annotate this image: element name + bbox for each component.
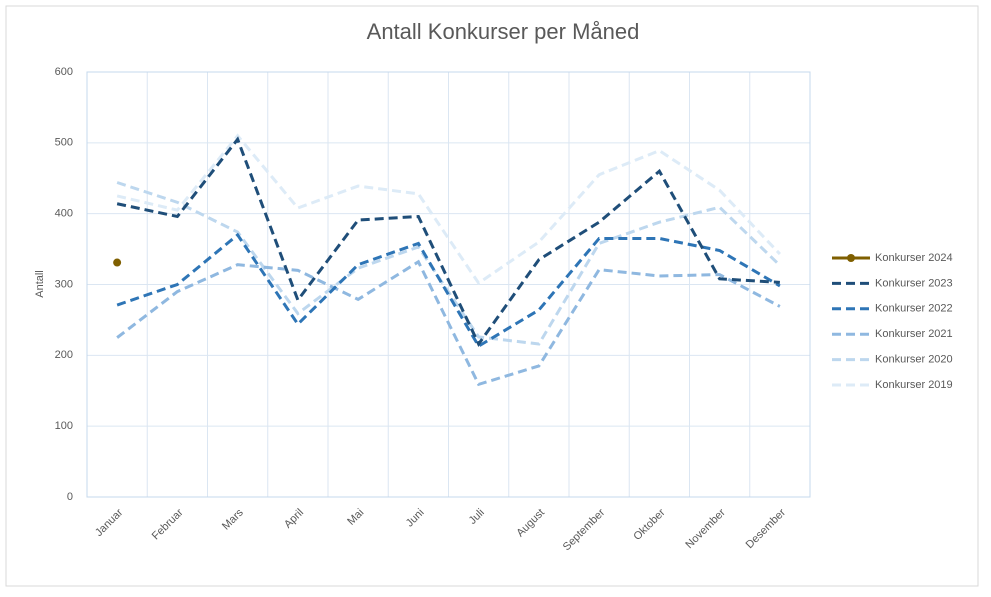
y-tick-label: 100 [55,420,73,432]
chart-title: Antall Konkurser per Måned [367,19,640,44]
legend-label: Konkurser 2023 [875,277,953,289]
series-line [116,136,780,347]
series-line [116,259,781,387]
y-tick-label: 200 [55,349,73,361]
legend-label: Konkurser 2024 [875,252,953,264]
y-tick-label: 500 [55,137,73,149]
y-tick-label: 0 [67,491,73,503]
legend-label: Konkurser 2021 [875,328,953,340]
y-axis-label: Antall [34,270,46,298]
series-line [116,232,781,349]
series-marker [113,258,122,267]
chart-border [5,5,979,587]
legend-label: Konkurser 2022 [875,303,953,315]
series-line [116,133,781,286]
y-tick-label: 400 [55,208,73,220]
y-tick-label: 300 [55,278,73,290]
legend-label: Konkurser 2019 [875,379,953,391]
plot-border [86,71,811,498]
legend-label: Konkurser 2020 [875,354,953,366]
legend-marker [847,254,855,262]
y-tick-label: 600 [55,66,73,78]
